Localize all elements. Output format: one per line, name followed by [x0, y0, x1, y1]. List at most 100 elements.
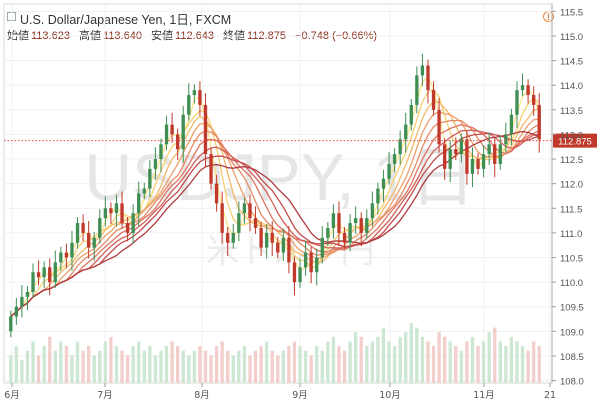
candle-body — [59, 252, 63, 263]
volume-bar — [493, 327, 497, 383]
candle-body — [431, 90, 436, 110]
volume-bar — [365, 346, 369, 383]
volume-bar — [442, 336, 447, 383]
candle-body — [342, 232, 347, 243]
candle-body — [526, 85, 530, 96]
y-tick-label: 109.5 — [560, 303, 584, 314]
candle-body — [276, 242, 280, 253]
candle-body — [164, 124, 169, 145]
volume-bar — [109, 336, 113, 383]
candle-body — [187, 95, 191, 115]
x-tick-label: 21 — [544, 390, 556, 401]
volume-bar — [98, 350, 102, 383]
candle-body — [92, 237, 96, 248]
candle-body — [481, 154, 486, 169]
volume-bars — [9, 323, 541, 383]
candle-body — [426, 65, 430, 91]
volume-bar — [298, 346, 302, 383]
candles — [9, 53, 541, 338]
volume-bar — [175, 346, 180, 383]
y-tick-label: 113.0 — [560, 130, 583, 141]
volume-bar — [320, 350, 324, 383]
volume-bar — [531, 341, 536, 383]
volume-bar — [70, 355, 74, 383]
candle-body — [237, 213, 241, 233]
candle-body — [148, 168, 152, 189]
candle-body — [376, 188, 380, 204]
volume-bar — [387, 341, 391, 383]
candle-body — [531, 95, 536, 105]
volume-bar — [398, 336, 402, 383]
y-tick-label: 111.5 — [560, 204, 582, 215]
candle-body — [25, 291, 30, 297]
volume-bar — [481, 341, 486, 383]
candle-body — [220, 203, 224, 233]
candle-body — [470, 159, 475, 174]
candle-body — [9, 316, 13, 332]
candle-body — [415, 75, 419, 105]
volume-bar — [420, 336, 425, 383]
volume-bar — [148, 346, 152, 383]
volume-bar — [470, 336, 475, 383]
volume-bar — [520, 346, 525, 383]
candle-body — [170, 124, 174, 135]
volume-bar — [476, 346, 480, 383]
volume-bar — [409, 323, 413, 383]
y-tick-label: 115.5 — [560, 7, 583, 18]
candle-body — [153, 159, 158, 169]
ma-line — [10, 123, 540, 318]
candle-body — [392, 154, 397, 164]
y-axis: 108.0 108.5 109.0 109.5 110.0 110.5 111.0 111.5… — [551, 4, 584, 388]
volume-bar — [14, 346, 19, 383]
candle-body — [493, 144, 497, 164]
candle-body — [387, 163, 391, 179]
volume-bar — [253, 350, 258, 383]
volume-bar — [404, 332, 408, 383]
candle-body — [404, 124, 408, 140]
candle-body — [114, 203, 119, 214]
volume-bar — [42, 346, 46, 383]
y-tick-label: 112.0 — [560, 180, 583, 191]
candle-body — [287, 237, 291, 263]
volume-bar — [331, 336, 336, 383]
candle-body — [303, 252, 308, 268]
volume-bar — [86, 346, 91, 383]
last-price-badge — [553, 133, 597, 148]
volume-bar — [214, 346, 219, 383]
volume-bar — [75, 341, 80, 383]
volume-bar — [454, 346, 458, 383]
candle-body — [359, 218, 363, 233]
candle-body — [537, 104, 541, 140]
candle-body — [192, 90, 197, 96]
candle-body — [264, 232, 269, 248]
candle-body — [137, 193, 141, 214]
candle-body — [409, 104, 413, 125]
volume-bar — [242, 346, 247, 383]
volume-bar — [231, 355, 235, 383]
candle-body — [315, 257, 319, 273]
volume-bar — [504, 346, 508, 383]
volume-bar — [509, 336, 514, 383]
x-tick-label: 8月 — [194, 390, 210, 401]
candle-body — [259, 227, 263, 248]
volume-bar — [498, 341, 502, 383]
volume-bar — [92, 355, 96, 383]
candle-body — [442, 144, 447, 169]
watermark: USDJPY, 1日 米ドル / 円 — [84, 140, 475, 271]
y-tick-label: 112.5 — [560, 155, 583, 166]
volume-bar — [515, 341, 519, 383]
volume-bar — [264, 341, 269, 383]
candle-body — [292, 262, 297, 283]
candle-body — [159, 144, 163, 160]
candle-body — [504, 134, 508, 145]
candle-body — [320, 237, 324, 258]
x-tick-label: 9月 — [292, 390, 308, 401]
volume-bar — [303, 350, 308, 383]
candle-body — [81, 223, 85, 233]
candle-body — [42, 267, 46, 278]
volume-bar — [342, 350, 347, 383]
volume-bar — [381, 327, 386, 383]
ma-line — [10, 129, 540, 318]
volume-bar — [426, 341, 430, 383]
